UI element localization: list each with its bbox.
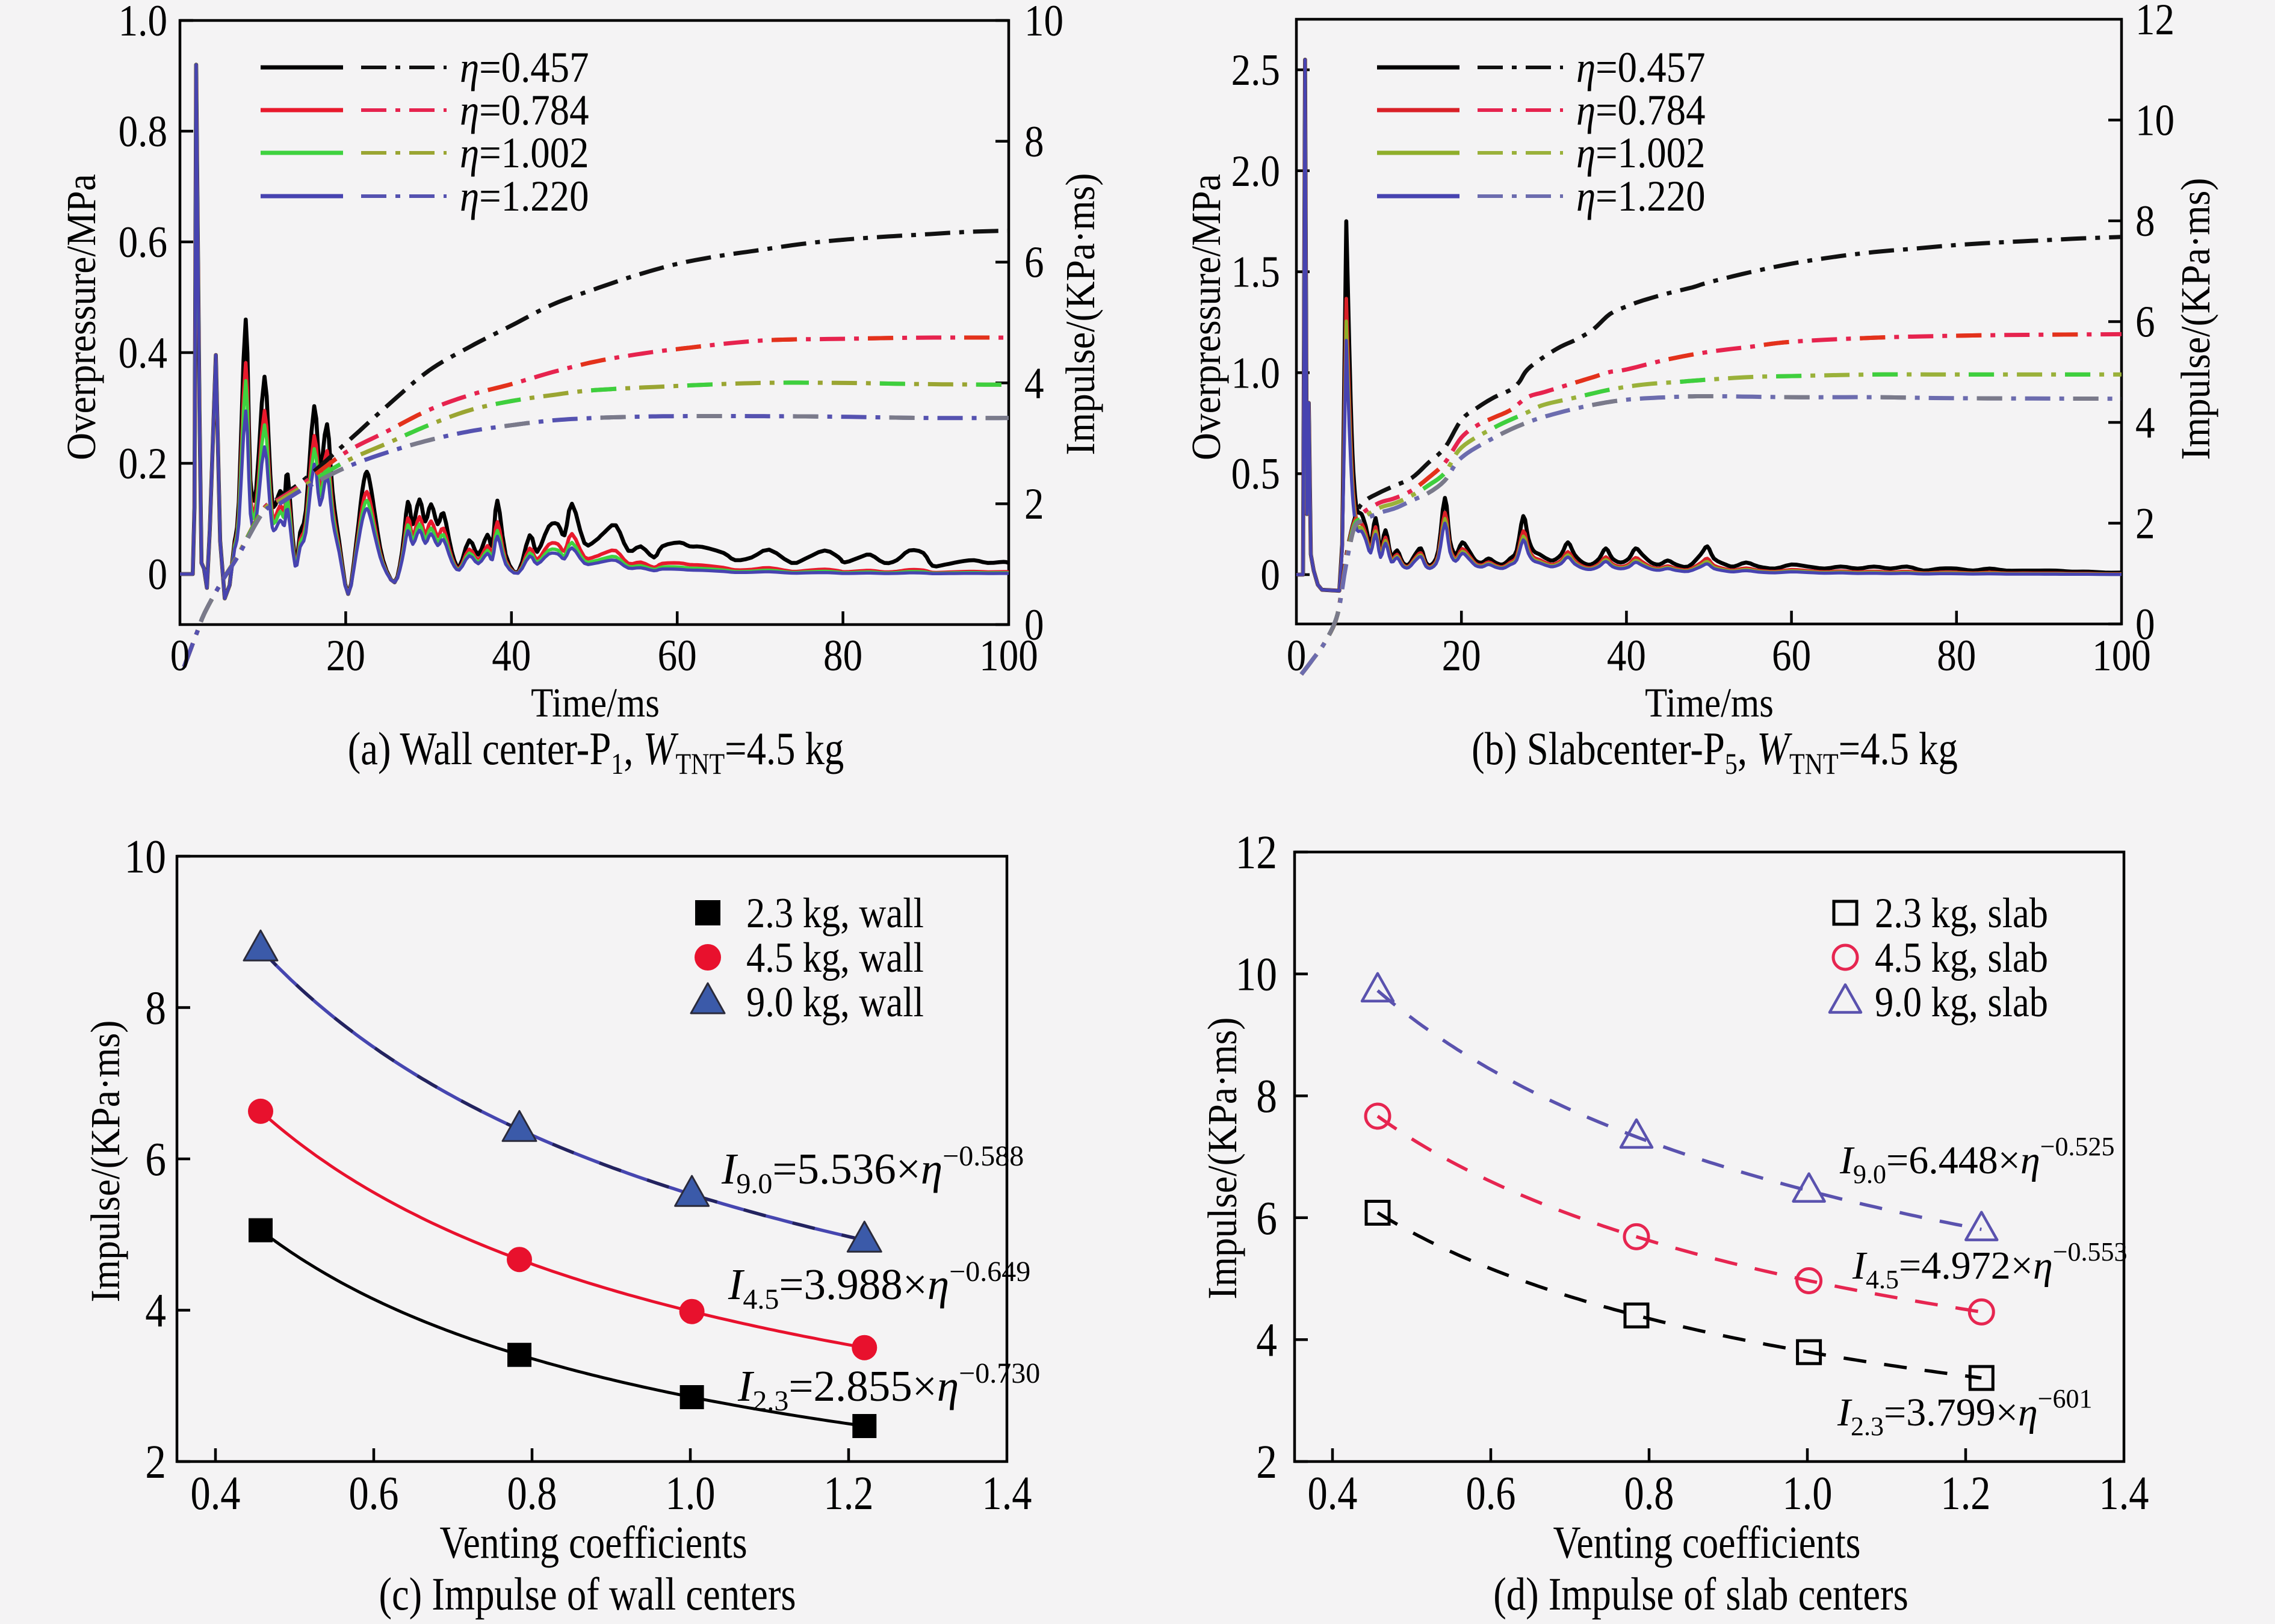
svg-text:η=1.220: η=1.220 bbox=[1576, 172, 1705, 220]
svg-text:I9.0=5.536×η−0.588: I9.0=5.536×η−0.588 bbox=[721, 1140, 1024, 1200]
svg-text:4.5 kg, slab: 4.5 kg, slab bbox=[1875, 934, 2048, 981]
svg-text:10: 10 bbox=[124, 831, 166, 883]
svg-text:I9.0=6.448×η−0.525: I9.0=6.448×η−0.525 bbox=[1839, 1132, 2115, 1189]
svg-text:1.2: 1.2 bbox=[1941, 1467, 1991, 1520]
svg-text:4: 4 bbox=[1024, 359, 1044, 409]
svg-text:1.2: 1.2 bbox=[824, 1467, 874, 1520]
svg-text:0.4: 0.4 bbox=[1308, 1467, 1358, 1520]
svg-text:(b) Slabcenter-P5, WTNT=4.5 kg: (b) Slabcenter-P5, WTNT=4.5 kg bbox=[1472, 724, 1958, 780]
svg-text:80: 80 bbox=[1937, 631, 1976, 681]
svg-text:8: 8 bbox=[145, 982, 166, 1034]
svg-text:10: 10 bbox=[1024, 0, 1063, 46]
svg-text:10: 10 bbox=[1235, 949, 1277, 1001]
svg-text:0.4: 0.4 bbox=[119, 329, 167, 378]
svg-text:η=0.457: η=0.457 bbox=[460, 43, 589, 91]
svg-text:Impulse/(KPa·ms): Impulse/(KPa·ms) bbox=[1200, 1017, 1246, 1300]
svg-text:Venting coefficients: Venting coefficients bbox=[439, 1517, 747, 1568]
svg-text:6: 6 bbox=[2135, 298, 2155, 347]
svg-text:8: 8 bbox=[2135, 197, 2155, 246]
svg-text:100: 100 bbox=[2092, 631, 2151, 681]
svg-text:Impulse/(KPa·ms): Impulse/(KPa·ms) bbox=[2173, 178, 2219, 460]
svg-text:η=1.002: η=1.002 bbox=[460, 129, 589, 177]
svg-text:2.0: 2.0 bbox=[1231, 147, 1280, 196]
svg-text:(c) Impulse of wall centers: (c) Impulse of wall centers bbox=[379, 1569, 796, 1620]
svg-text:6: 6 bbox=[145, 1134, 166, 1186]
svg-text:9.0 kg, slab: 9.0 kg, slab bbox=[1875, 978, 2048, 1026]
svg-text:η=0.784: η=0.784 bbox=[460, 86, 589, 134]
svg-text:4: 4 bbox=[1256, 1314, 1277, 1366]
svg-text:2: 2 bbox=[1024, 480, 1044, 529]
svg-text:0: 0 bbox=[170, 631, 190, 681]
svg-text:η=0.457: η=0.457 bbox=[1576, 43, 1705, 91]
svg-text:I4.5=4.972×η−0.553: I4.5=4.972×η−0.553 bbox=[1852, 1237, 2128, 1294]
svg-text:4.5 kg, wall: 4.5 kg, wall bbox=[746, 934, 924, 981]
svg-text:20: 20 bbox=[326, 631, 365, 681]
svg-text:60: 60 bbox=[1772, 631, 1811, 681]
svg-text:2: 2 bbox=[145, 1436, 166, 1489]
svg-text:0.4: 0.4 bbox=[191, 1467, 241, 1520]
svg-text:1.0: 1.0 bbox=[1783, 1467, 1833, 1520]
svg-text:0.5: 0.5 bbox=[1231, 449, 1280, 499]
svg-text:2: 2 bbox=[2135, 499, 2155, 549]
svg-text:9.0 kg, wall: 9.0 kg, wall bbox=[746, 978, 924, 1026]
svg-text:6: 6 bbox=[1024, 238, 1044, 288]
svg-text:0.6: 0.6 bbox=[119, 218, 167, 267]
svg-text:80: 80 bbox=[823, 631, 862, 681]
svg-text:1.0: 1.0 bbox=[666, 1467, 716, 1520]
svg-text:1.5: 1.5 bbox=[1231, 248, 1280, 297]
svg-text:0: 0 bbox=[147, 550, 167, 599]
svg-text:0.6: 0.6 bbox=[1466, 1467, 1516, 1520]
svg-text:6: 6 bbox=[1256, 1193, 1277, 1245]
svg-text:0: 0 bbox=[1260, 551, 1280, 600]
svg-text:(d) Impulse of slab centers: (d) Impulse of slab centers bbox=[1493, 1569, 1908, 1620]
svg-text:0: 0 bbox=[2135, 600, 2155, 649]
svg-text:2.3 kg, slab: 2.3 kg, slab bbox=[1875, 889, 2048, 937]
svg-text:100: 100 bbox=[979, 631, 1038, 681]
svg-text:0.2: 0.2 bbox=[119, 439, 167, 489]
svg-text:η=1.220: η=1.220 bbox=[460, 172, 589, 220]
svg-text:I2.3=3.799×η−601: I2.3=3.799×η−601 bbox=[1837, 1384, 2093, 1441]
svg-text:I2.3=2.855×η−0.730: I2.3=2.855×η−0.730 bbox=[737, 1357, 1040, 1417]
svg-text:2.5: 2.5 bbox=[1231, 46, 1280, 95]
svg-text:4: 4 bbox=[145, 1285, 166, 1337]
svg-text:Time/ms: Time/ms bbox=[1645, 680, 1774, 726]
svg-text:Time/ms: Time/ms bbox=[531, 680, 660, 726]
svg-text:Overpressure/MPa: Overpressure/MPa bbox=[59, 174, 105, 460]
svg-text:0: 0 bbox=[1287, 631, 1307, 681]
svg-text:0.8: 0.8 bbox=[507, 1467, 557, 1520]
svg-text:4: 4 bbox=[2135, 398, 2155, 448]
svg-text:(a) Wall center-P1, WTNT=4.5 k: (a) Wall center-P1, WTNT=4.5 kg bbox=[348, 724, 844, 780]
svg-text:8: 8 bbox=[1256, 1070, 1277, 1123]
svg-text:12: 12 bbox=[1235, 827, 1277, 879]
svg-text:10: 10 bbox=[2135, 96, 2174, 146]
svg-text:I4.5=3.988×η−0.649: I4.5=3.988×η−0.649 bbox=[728, 1256, 1030, 1315]
svg-text:0.8: 0.8 bbox=[1624, 1467, 1674, 1520]
svg-text:1.4: 1.4 bbox=[982, 1467, 1032, 1520]
svg-text:Impulse/(KPa·ms): Impulse/(KPa·ms) bbox=[83, 1020, 129, 1303]
svg-text:40: 40 bbox=[492, 631, 531, 681]
svg-text:0: 0 bbox=[1024, 601, 1044, 650]
svg-text:2.3 kg, wall: 2.3 kg, wall bbox=[746, 889, 924, 937]
svg-text:Impulse/(KPa·ms): Impulse/(KPa·ms) bbox=[1058, 173, 1104, 455]
svg-text:Overpressure/MPa: Overpressure/MPa bbox=[1184, 174, 1230, 460]
svg-text:η=1.002: η=1.002 bbox=[1576, 129, 1705, 177]
svg-text:1.4: 1.4 bbox=[2099, 1467, 2149, 1520]
svg-text:η=0.784: η=0.784 bbox=[1576, 86, 1705, 134]
svg-text:60: 60 bbox=[658, 631, 697, 681]
svg-text:40: 40 bbox=[1607, 631, 1646, 681]
svg-text:8: 8 bbox=[1024, 117, 1044, 167]
svg-text:0.8: 0.8 bbox=[119, 107, 167, 156]
svg-text:20: 20 bbox=[1442, 631, 1481, 681]
svg-text:0.6: 0.6 bbox=[349, 1467, 399, 1520]
svg-text:1.0: 1.0 bbox=[1231, 349, 1280, 398]
svg-text:Venting coefficients: Venting coefficients bbox=[1553, 1517, 1860, 1568]
svg-text:2: 2 bbox=[1256, 1436, 1277, 1489]
svg-text:12: 12 bbox=[2135, 0, 2174, 45]
svg-text:1.0: 1.0 bbox=[119, 0, 167, 46]
